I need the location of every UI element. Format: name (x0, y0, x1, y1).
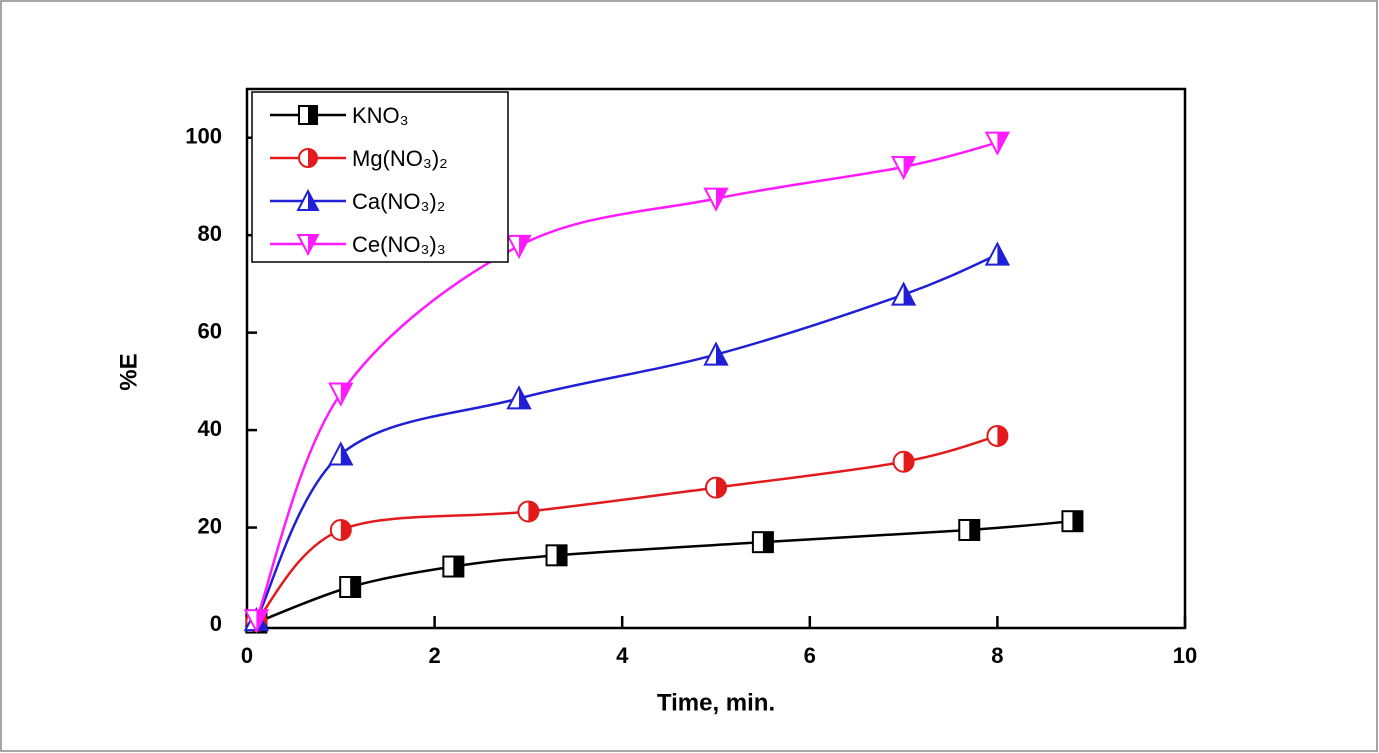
plot-frame (245, 87, 1187, 630)
marker-outline (506, 234, 532, 260)
marker-outline (296, 234, 320, 257)
marker-outline (958, 518, 981, 541)
data-point (890, 281, 917, 306)
marker-fill (528, 501, 539, 522)
data-point (545, 544, 568, 567)
data-point (986, 424, 1009, 447)
marker-outline (751, 531, 774, 554)
y-tick-label: 40 (198, 416, 222, 441)
data-point (328, 382, 354, 407)
y-tick-label: 60 (198, 318, 222, 343)
y-tick-label: 20 (198, 513, 222, 538)
legend-marker (296, 188, 320, 211)
data-point (890, 155, 917, 181)
y-axis-label: %E (115, 353, 142, 390)
marker-fill (308, 106, 317, 124)
marker-outline (296, 188, 320, 211)
marker-fill (350, 576, 361, 597)
marker-outline (984, 131, 1011, 156)
data-point (705, 476, 727, 499)
marker-outline (1061, 510, 1084, 533)
x-tick-label: 2 (428, 643, 440, 668)
data-point (517, 500, 540, 523)
y-tick-label: 100 (185, 124, 222, 149)
marker-fill (969, 519, 980, 540)
marker-outline (890, 155, 917, 181)
data-point (751, 531, 774, 554)
marker-outline (890, 281, 917, 306)
legend-label: Mg(NO₃)₂ (352, 146, 448, 171)
legend-box (251, 91, 509, 263)
marker-fill (340, 519, 351, 540)
legend-marker (298, 148, 318, 168)
data-point (506, 385, 532, 410)
x-tick-label: 10 (1173, 643, 1197, 668)
x-axis-label: Time, min. (657, 689, 775, 716)
marker-outline (442, 555, 465, 578)
marker-outline (703, 187, 729, 212)
marker-outline (329, 518, 352, 541)
marker-fill (762, 532, 773, 553)
marker-fill (997, 425, 1008, 446)
legend-marker (298, 105, 318, 125)
y-tick-label: 0 (210, 611, 222, 636)
legend-label: KNO₃ (352, 103, 409, 128)
data-point (703, 341, 729, 366)
legend-label: Ca(NO₃)₂ (352, 189, 445, 214)
legend-label: Ce(NO₃)₃ (352, 232, 446, 257)
marker-outline (506, 385, 532, 410)
data-point (703, 187, 729, 212)
marker-outline (328, 441, 354, 466)
data-point (506, 234, 532, 260)
marker-fill (903, 451, 914, 472)
x-tick-label: 0 (241, 643, 253, 668)
y-tick-label: 80 (198, 221, 222, 246)
data-point (243, 609, 270, 634)
marker-fill (716, 477, 726, 498)
data-point (892, 450, 915, 473)
legend-marker (296, 234, 320, 257)
x-tick-label: 6 (804, 643, 816, 668)
marker-outline (298, 148, 318, 168)
x-tick-label: 4 (616, 643, 629, 668)
marker-outline (328, 382, 354, 407)
data-point (328, 441, 354, 466)
data-point (442, 555, 465, 578)
marker-outline (703, 341, 729, 366)
marker-outline (986, 424, 1009, 447)
data-point (329, 518, 352, 541)
data-point (984, 241, 1011, 266)
marker-outline (298, 105, 318, 125)
marker-fill (453, 556, 464, 577)
marker-outline (545, 544, 568, 567)
marker-outline (517, 500, 540, 523)
marker-fill (1072, 511, 1083, 532)
marker-outline (243, 609, 270, 634)
marker-outline (984, 241, 1011, 266)
marker-outline (705, 476, 727, 499)
marker-outline (339, 575, 362, 598)
data-point (958, 518, 981, 541)
data-point (984, 131, 1011, 156)
data-point (1061, 510, 1084, 533)
data-point (339, 575, 362, 598)
marker-outline (892, 450, 915, 473)
x-tick-label: 8 (991, 643, 1003, 668)
marker-fill (556, 545, 567, 566)
